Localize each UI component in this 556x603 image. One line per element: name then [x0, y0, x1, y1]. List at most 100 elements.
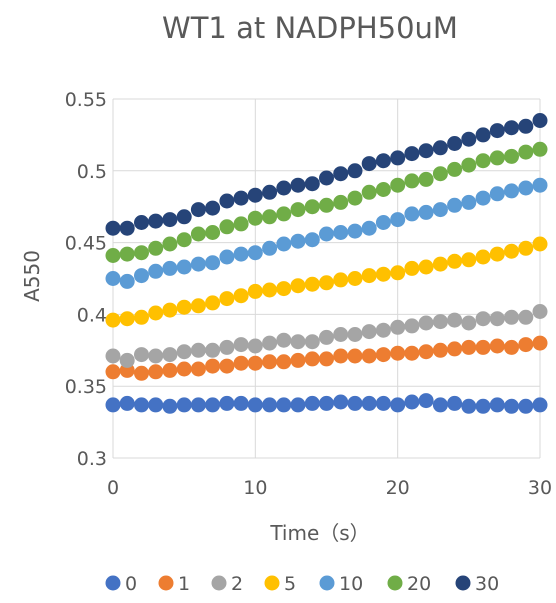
data-point [390, 177, 406, 193]
data-point [518, 309, 534, 325]
data-point [475, 127, 491, 143]
legend-label: 0 [125, 573, 137, 595]
data-point [176, 232, 192, 248]
y-axis-label: A550 [20, 250, 44, 302]
x-tick-label: 0 [107, 477, 119, 499]
data-point [447, 312, 463, 328]
data-point [304, 232, 320, 248]
data-point [233, 288, 249, 304]
legend-marker [319, 575, 335, 591]
data-point [432, 342, 448, 358]
data-point [262, 209, 278, 225]
data-point [504, 309, 519, 325]
data-point [375, 215, 391, 230]
data-point [319, 226, 334, 242]
data-point [347, 223, 363, 239]
data-point [432, 256, 448, 272]
data-point [190, 226, 206, 242]
y-tick-label: 0.5 [77, 161, 107, 183]
legend-marker [264, 575, 280, 591]
data-point [134, 268, 149, 284]
data-point [375, 153, 391, 169]
data-point [404, 206, 420, 222]
chart-title: WT1 at NADPH50uM [162, 11, 458, 45]
data-point [489, 338, 505, 354]
y-tick-label: 0.3 [77, 448, 107, 470]
data-point [461, 194, 477, 210]
data-point [347, 348, 363, 364]
data-point [105, 397, 121, 413]
data-point [304, 176, 320, 192]
data-point [319, 351, 334, 367]
data-point [418, 204, 434, 220]
data-point [447, 197, 463, 213]
data-point [304, 351, 320, 367]
legend-marker [211, 575, 227, 591]
data-point [447, 341, 463, 357]
data-point [148, 213, 164, 229]
data-point [333, 394, 349, 410]
data-point [148, 364, 164, 380]
data-point [304, 395, 320, 411]
data-points [105, 113, 548, 414]
data-point [190, 298, 206, 314]
data-point [347, 271, 363, 286]
legend-item-20: 20 [387, 573, 431, 595]
legend-item-2: 2 [211, 573, 243, 595]
data-point [119, 220, 135, 236]
x-axis-label: Time（s） [269, 521, 369, 545]
data-point [432, 166, 448, 182]
data-point [276, 236, 292, 252]
data-point [105, 348, 121, 364]
data-point [390, 212, 406, 228]
legend-marker [455, 575, 471, 591]
data-point [290, 202, 306, 218]
data-point [390, 265, 406, 281]
data-point [219, 358, 235, 374]
data-point [461, 315, 477, 331]
data-point [418, 143, 434, 159]
data-point [518, 180, 534, 196]
data-point [233, 246, 249, 262]
data-point [205, 295, 221, 311]
data-point [475, 190, 491, 206]
data-point [119, 273, 135, 289]
data-point [304, 276, 320, 292]
data-point [475, 339, 491, 355]
data-point [333, 194, 349, 210]
data-point [190, 361, 206, 377]
data-point [532, 397, 548, 413]
data-point [176, 361, 192, 377]
data-point [148, 348, 164, 364]
data-point [148, 240, 164, 256]
data-point [134, 397, 149, 413]
data-point [375, 322, 391, 338]
data-point [319, 197, 334, 213]
data-point [134, 309, 149, 325]
data-point [290, 397, 306, 413]
data-point [219, 291, 235, 307]
data-point [162, 347, 178, 363]
legend-label: 10 [339, 573, 363, 595]
y-tick-label: 0.4 [77, 304, 107, 326]
data-point [205, 358, 221, 374]
data-point [447, 253, 463, 269]
data-point [404, 146, 420, 162]
data-point [233, 395, 249, 411]
data-point [190, 342, 206, 358]
data-point [247, 338, 263, 354]
data-point [347, 190, 363, 206]
data-point [532, 177, 548, 193]
legend-marker [387, 575, 403, 591]
data-point [162, 302, 178, 318]
x-tick-label: 10 [243, 477, 267, 499]
data-point [276, 281, 292, 297]
data-point [290, 352, 306, 368]
data-point [504, 243, 519, 259]
data-point [489, 123, 505, 139]
data-point [176, 397, 192, 413]
data-point [176, 209, 192, 225]
data-point [262, 397, 278, 413]
data-point [304, 199, 320, 215]
data-point [119, 246, 135, 262]
